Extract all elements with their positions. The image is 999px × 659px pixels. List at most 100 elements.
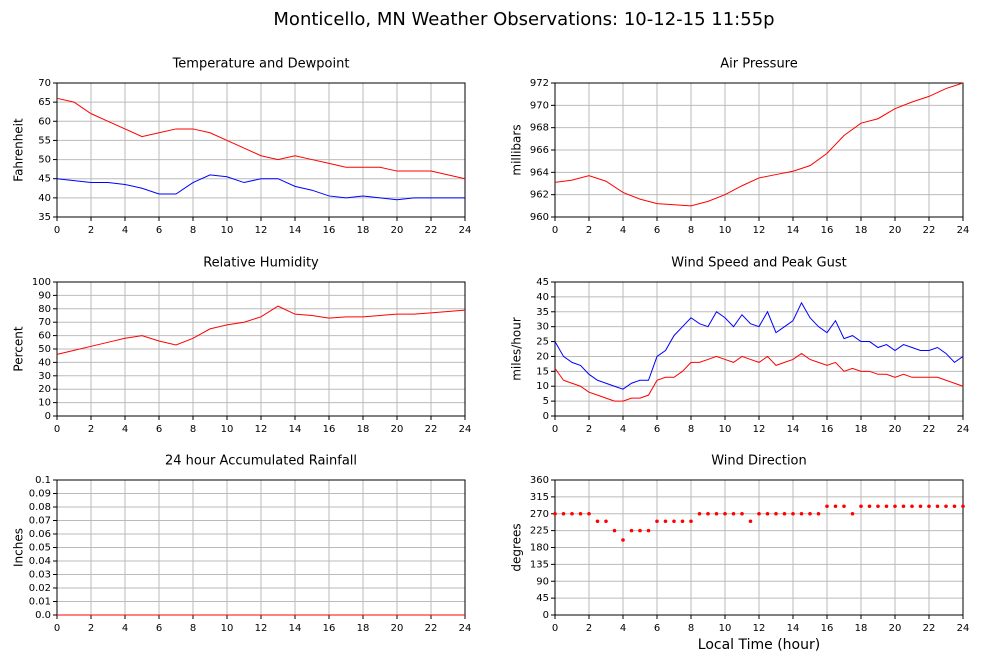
x-tick-label: 22 [425, 623, 438, 634]
x-tick-label: 8 [688, 225, 694, 236]
data-point [638, 528, 642, 533]
y-tick-label: 45 [536, 277, 549, 288]
x-tick-label: 2 [88, 225, 94, 236]
y-tick-label: 50 [38, 155, 51, 166]
x-tick-label: 12 [753, 225, 766, 236]
x-tick-label: 24 [957, 424, 970, 435]
data-point [629, 528, 634, 533]
data-point [944, 504, 948, 509]
y-tick-label: 0.0 [35, 610, 51, 621]
x-tick-label: 0 [54, 424, 60, 435]
y-tick-label: 5 [543, 396, 549, 407]
x-tick-label: 8 [190, 623, 196, 634]
y-tick-label: 0.01 [29, 597, 51, 608]
y-tick-label: 30 [536, 322, 549, 333]
x-tick-label: 24 [957, 225, 970, 236]
data-point [842, 504, 846, 509]
y-tick-label: 0.1 [35, 475, 51, 486]
y-tick-label: 40 [536, 292, 549, 303]
y-tick-label: 0 [543, 411, 549, 422]
y-axis-label: millibars [510, 124, 524, 175]
y-tick-label: 0.09 [29, 489, 51, 500]
x-tick-label: 12 [753, 623, 766, 634]
x-tick-label: 24 [459, 225, 472, 236]
x-tick-label: 2 [88, 623, 94, 634]
x-tick-label: 18 [357, 623, 370, 634]
data-point [578, 511, 583, 516]
plot-frame [56, 82, 466, 218]
y-tick-label: 60 [38, 331, 51, 342]
y-tick-label: 20 [38, 384, 51, 395]
data-point [672, 519, 676, 524]
data-point [731, 511, 736, 516]
data-line [554, 82, 964, 207]
x-tick-label: 20 [889, 623, 902, 634]
data-point [901, 504, 906, 509]
x-tick-label: 4 [122, 623, 128, 634]
y-tick-label: 35 [536, 307, 549, 318]
data-point [621, 538, 625, 542]
y-tick-label: 40 [38, 357, 51, 368]
x-tick-label: 2 [586, 225, 592, 236]
y-tick-label: 0.05 [29, 543, 51, 554]
y-tick-label: 65 [38, 97, 51, 108]
figure-title: Monticello, MN Weather Observations: 10-… [273, 9, 774, 30]
y-tick-label: 966 [530, 145, 549, 156]
y-tick-label: 270 [530, 509, 549, 520]
data-point [808, 511, 812, 516]
y-tick-label: 70 [38, 78, 51, 89]
x-tick-label: 6 [654, 225, 660, 236]
data-point [689, 519, 693, 524]
data-line [554, 301, 964, 390]
data-point [587, 511, 591, 516]
x-tick-label: 2 [586, 623, 592, 634]
x-tick-label: 16 [821, 623, 834, 634]
x-tick-label: 10 [719, 623, 732, 634]
y-tick-label: 0.03 [29, 570, 51, 581]
plot-frame [554, 479, 964, 616]
panel-title: Air Pressure [720, 57, 798, 72]
x-tick-label: 8 [688, 623, 694, 634]
x-tick-label: 18 [855, 225, 868, 236]
y-axis-label: Inches [12, 528, 26, 567]
data-point [604, 519, 608, 524]
data-point [570, 511, 574, 516]
x-tick-label: 10 [719, 225, 732, 236]
data-point [910, 504, 914, 509]
data-point [714, 511, 719, 516]
y-axis-label: miles/hour [510, 317, 524, 381]
data-point [791, 511, 795, 516]
x-tick-label: 16 [821, 225, 834, 236]
x-tick-label: 20 [391, 225, 404, 236]
panel: Temperature and DewpointFahrenheit354045… [12, 57, 472, 237]
x-tick-label: 6 [156, 424, 162, 435]
data-point [935, 504, 940, 509]
data-point [961, 504, 965, 509]
x-tick-label: 8 [190, 225, 196, 236]
data-point [612, 528, 617, 533]
plot-frame [56, 281, 466, 417]
data-point [859, 504, 863, 509]
x-tick-label: 16 [323, 623, 336, 634]
x-tick-label: 14 [787, 424, 800, 435]
data-line [554, 352, 964, 402]
x-tick-label: 14 [787, 225, 800, 236]
x-tick-label: 4 [122, 424, 128, 435]
data-point [876, 504, 880, 509]
data-line [56, 174, 465, 201]
x-tick-label: 22 [425, 225, 438, 236]
y-tick-label: 0 [543, 610, 549, 621]
y-tick-label: 10 [38, 398, 51, 409]
panel: 24 hour Accumulated Rainfall Inches 0.0 0.0… [12, 454, 472, 635]
x-tick-label: 14 [787, 623, 800, 634]
x-tick-label: 24 [459, 424, 472, 435]
x-tick-label: 0 [54, 225, 60, 236]
data-point [850, 511, 855, 516]
y-tick-label: 45 [536, 593, 549, 604]
data-point [553, 511, 557, 516]
data-point [816, 511, 821, 516]
data-point [655, 519, 659, 524]
y-tick-label: 0.02 [29, 583, 51, 594]
x-tick-label: 4 [620, 424, 626, 435]
